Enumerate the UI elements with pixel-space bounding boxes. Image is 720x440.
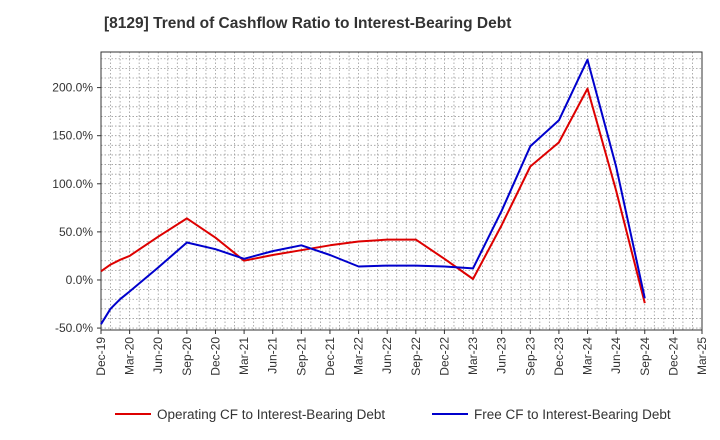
y-tick-label: 100.0% xyxy=(52,177,93,191)
series-line-2 xyxy=(100,58,646,325)
x-tick-label: Sep-21 xyxy=(294,337,308,376)
x-tick-label: Jun-20 xyxy=(151,337,165,374)
plot-border xyxy=(100,51,703,331)
x-tick-label: Sep-20 xyxy=(180,337,194,376)
x-tick-label: Mar-22 xyxy=(352,337,366,375)
x-tick-label: Dec-20 xyxy=(208,337,222,376)
x-tick-label: Mar-23 xyxy=(466,337,480,375)
x-tick-label: Mar-24 xyxy=(581,337,595,375)
x-tick-label: Dec-19 xyxy=(94,337,108,376)
x-tick-label: Sep-22 xyxy=(409,337,423,376)
x-tick-label: Dec-22 xyxy=(437,337,451,376)
x-tick-label: Dec-23 xyxy=(552,337,566,376)
y-tick-label: -50.0% xyxy=(55,321,93,335)
legend-label-1: Operating CF to Interest-Bearing Debt xyxy=(157,407,385,422)
x-tick-label: Jun-22 xyxy=(380,337,394,374)
y-tick-label: 150.0% xyxy=(52,129,93,143)
x-tick-label: Dec-24 xyxy=(666,337,680,376)
y-tick-label: 50.0% xyxy=(59,225,93,239)
series-line-1 xyxy=(100,87,646,304)
x-tick-label: Mar-21 xyxy=(237,337,251,375)
x-tick-label: Jun-24 xyxy=(609,337,623,374)
x-tick-label: Jun-23 xyxy=(495,337,509,374)
y-tick-label: 0.0% xyxy=(66,273,94,287)
x-tick-label: Sep-24 xyxy=(638,337,652,376)
chart-title: [8129] Trend of Cashflow Ratio to Intere… xyxy=(104,15,512,32)
legend-label-2: Free CF to Interest-Bearing Debt xyxy=(474,407,671,422)
plot-area xyxy=(101,52,702,330)
x-tick-label: Jun-21 xyxy=(266,337,280,374)
x-tick-label: Mar-20 xyxy=(123,337,137,375)
x-tick-label: Mar-25 xyxy=(695,337,709,375)
x-tick-label: Dec-21 xyxy=(323,337,337,376)
y-tick-label: 200.0% xyxy=(52,81,93,95)
x-tick-label: Sep-23 xyxy=(523,337,537,376)
